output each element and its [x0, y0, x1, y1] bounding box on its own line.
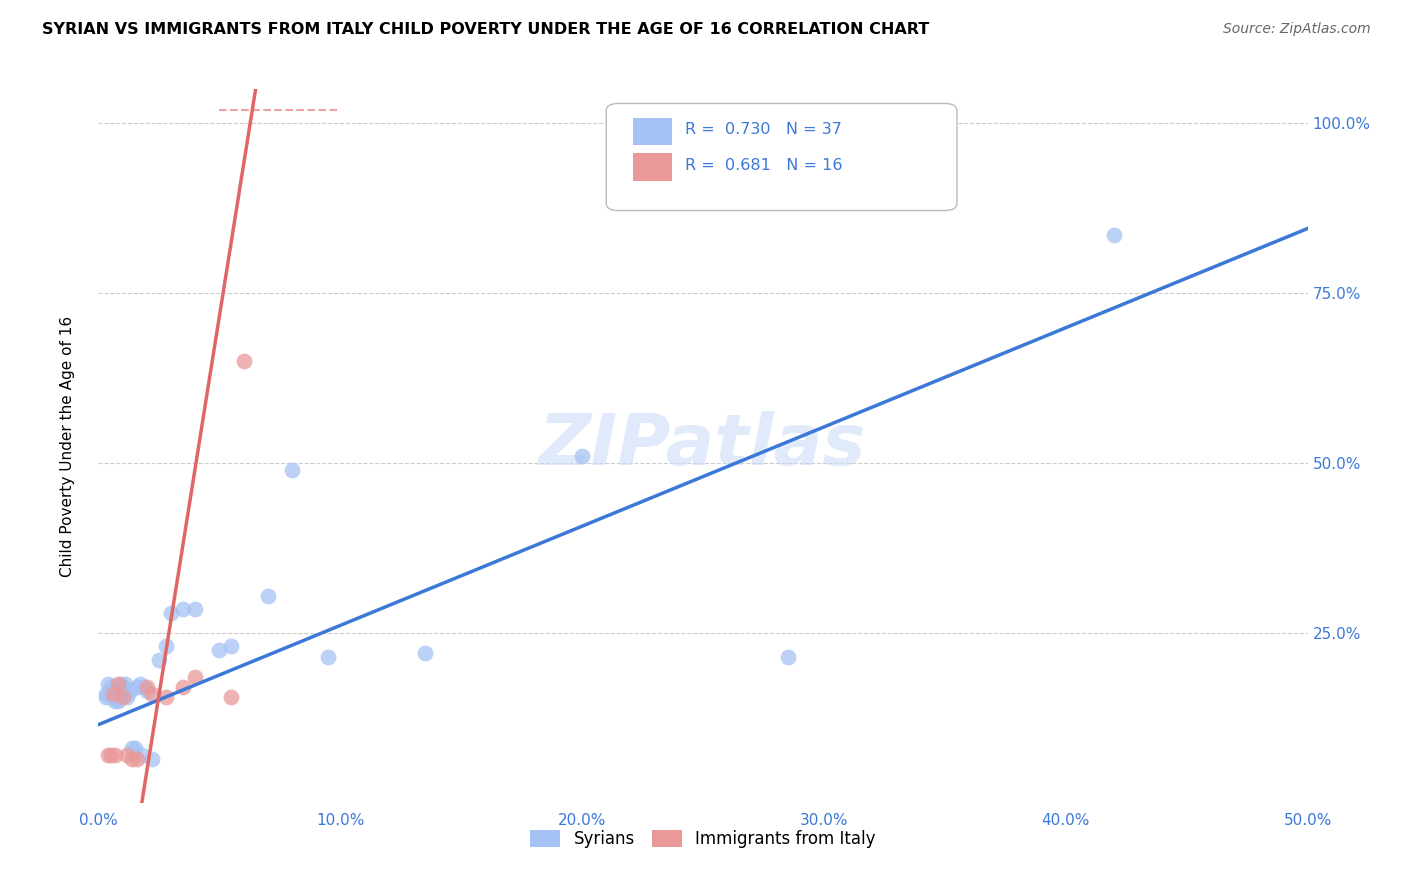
Point [104, 694, 127, 708]
Point [108, 677, 131, 691]
FancyBboxPatch shape [606, 103, 957, 211]
Point [97, 748, 120, 763]
Point [107, 677, 129, 691]
Point [114, 677, 136, 691]
Point [172, 680, 194, 694]
Point [111, 680, 134, 694]
Point [117, 748, 139, 763]
Point [101, 690, 124, 705]
Point [232, 354, 254, 368]
Point [118, 683, 141, 698]
Point [100, 680, 122, 694]
Point [281, 463, 304, 477]
Text: Source: ZipAtlas.com: Source: ZipAtlas.com [1223, 22, 1371, 37]
Point [184, 602, 207, 616]
Point [221, 640, 243, 654]
Point [776, 649, 799, 664]
Point [100, 683, 122, 698]
Point [127, 680, 149, 694]
Point [127, 751, 149, 765]
Point [107, 687, 129, 701]
FancyBboxPatch shape [633, 118, 672, 145]
Y-axis label: Child Poverty Under the Age of 16: Child Poverty Under the Age of 16 [60, 316, 75, 576]
Point [100, 748, 122, 763]
Point [94, 687, 117, 701]
Point [135, 683, 157, 698]
Point [571, 449, 593, 463]
Point [134, 680, 156, 694]
Point [128, 677, 150, 691]
Point [135, 680, 157, 694]
Point [121, 741, 143, 756]
Point [184, 670, 207, 684]
Point [155, 690, 177, 705]
Point [155, 640, 177, 654]
FancyBboxPatch shape [633, 153, 672, 180]
Point [148, 653, 170, 667]
Point [121, 751, 143, 765]
Point [97, 677, 120, 691]
Point [316, 649, 339, 664]
Point [221, 690, 243, 705]
Text: ZIPatlas: ZIPatlas [540, 411, 866, 481]
Point [1102, 228, 1125, 243]
Point [94, 690, 117, 705]
Point [117, 690, 139, 705]
Point [124, 741, 146, 756]
Point [256, 589, 278, 603]
Legend: Syrians, Immigrants from Italy: Syrians, Immigrants from Italy [524, 823, 882, 855]
Point [172, 602, 194, 616]
Point [141, 687, 163, 701]
Point [208, 643, 231, 657]
Point [131, 748, 153, 763]
Point [107, 694, 129, 708]
Text: SYRIAN VS IMMIGRANTS FROM ITALY CHILD POVERTY UNDER THE AGE OF 16 CORRELATION CH: SYRIAN VS IMMIGRANTS FROM ITALY CHILD PO… [42, 22, 929, 37]
Point [141, 751, 163, 765]
Point [111, 687, 134, 701]
Point [111, 690, 134, 705]
Point [160, 606, 183, 620]
Text: R =  0.681   N = 16: R = 0.681 N = 16 [685, 158, 842, 173]
Point [413, 646, 436, 660]
Point [101, 687, 124, 701]
Point [104, 748, 127, 763]
Text: R =  0.730   N = 37: R = 0.730 N = 37 [685, 122, 842, 137]
